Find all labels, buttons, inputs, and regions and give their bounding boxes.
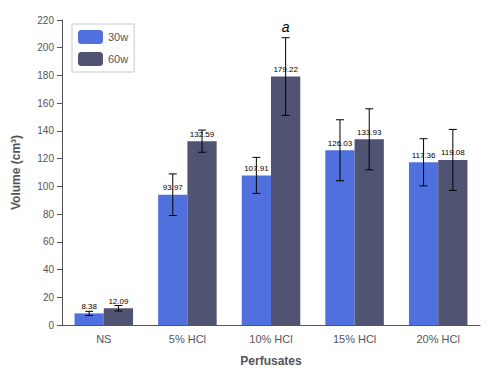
svg-text:200: 200 <box>37 42 54 53</box>
svg-text:93.97: 93.97 <box>162 183 183 193</box>
svg-text:132.59: 132.59 <box>189 129 215 139</box>
svg-text:15% HCl: 15% HCl <box>333 333 376 345</box>
svg-text:12.09: 12.09 <box>108 297 129 306</box>
svg-text:40: 40 <box>43 264 55 275</box>
svg-text:a: a <box>282 19 290 35</box>
svg-text:80: 80 <box>43 209 55 220</box>
svg-text:5% HCl: 5% HCl <box>169 333 206 345</box>
svg-text:126.03: 126.03 <box>327 138 353 148</box>
svg-text:133.93: 133.93 <box>357 127 382 137</box>
svg-text:119.08: 119.08 <box>440 148 465 158</box>
svg-text:180: 180 <box>37 70 54 81</box>
svg-text:160: 160 <box>37 98 54 109</box>
svg-text:220: 220 <box>37 15 54 26</box>
svg-text:100: 100 <box>37 181 54 192</box>
svg-text:107.91: 107.91 <box>244 163 269 173</box>
svg-text:Perfusates: Perfusates <box>240 354 302 368</box>
svg-text:Volume (cm³): Volume (cm³) <box>9 135 23 210</box>
svg-text:140: 140 <box>37 125 54 136</box>
svg-text:30w: 30w <box>108 31 128 43</box>
svg-text:20: 20 <box>43 292 55 303</box>
svg-text:120: 120 <box>37 153 54 164</box>
svg-text:20% HCl: 20% HCl <box>416 333 459 345</box>
svg-text:60w: 60w <box>108 53 128 65</box>
svg-text:8.38: 8.38 <box>81 302 97 311</box>
svg-text:117.36: 117.36 <box>411 150 436 160</box>
svg-text:60: 60 <box>43 236 55 247</box>
svg-text:0: 0 <box>48 320 54 331</box>
svg-text:179.22: 179.22 <box>273 65 298 74</box>
svg-text:NS: NS <box>96 333 111 345</box>
svg-text:10% HCl: 10% HCl <box>249 333 292 345</box>
